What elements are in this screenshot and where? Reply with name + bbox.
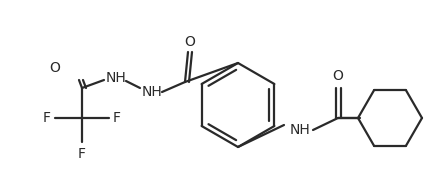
Text: F: F	[113, 111, 121, 125]
Text: O: O	[332, 69, 343, 83]
Text: NH: NH	[141, 85, 162, 99]
Text: O: O	[49, 61, 60, 75]
Text: F: F	[78, 147, 86, 161]
Text: O: O	[184, 35, 195, 49]
Text: NH: NH	[289, 123, 310, 137]
Text: F: F	[43, 111, 51, 125]
Text: NH: NH	[105, 71, 126, 85]
